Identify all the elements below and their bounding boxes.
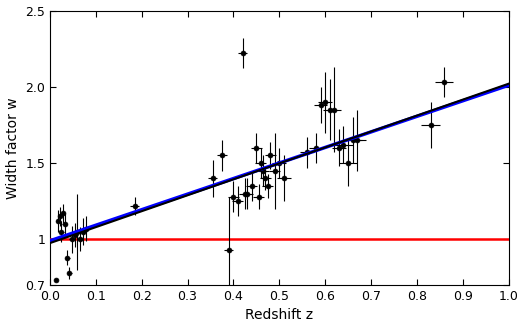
Y-axis label: Width factor w: Width factor w bbox=[6, 97, 19, 199]
X-axis label: Redshift z: Redshift z bbox=[245, 308, 313, 322]
